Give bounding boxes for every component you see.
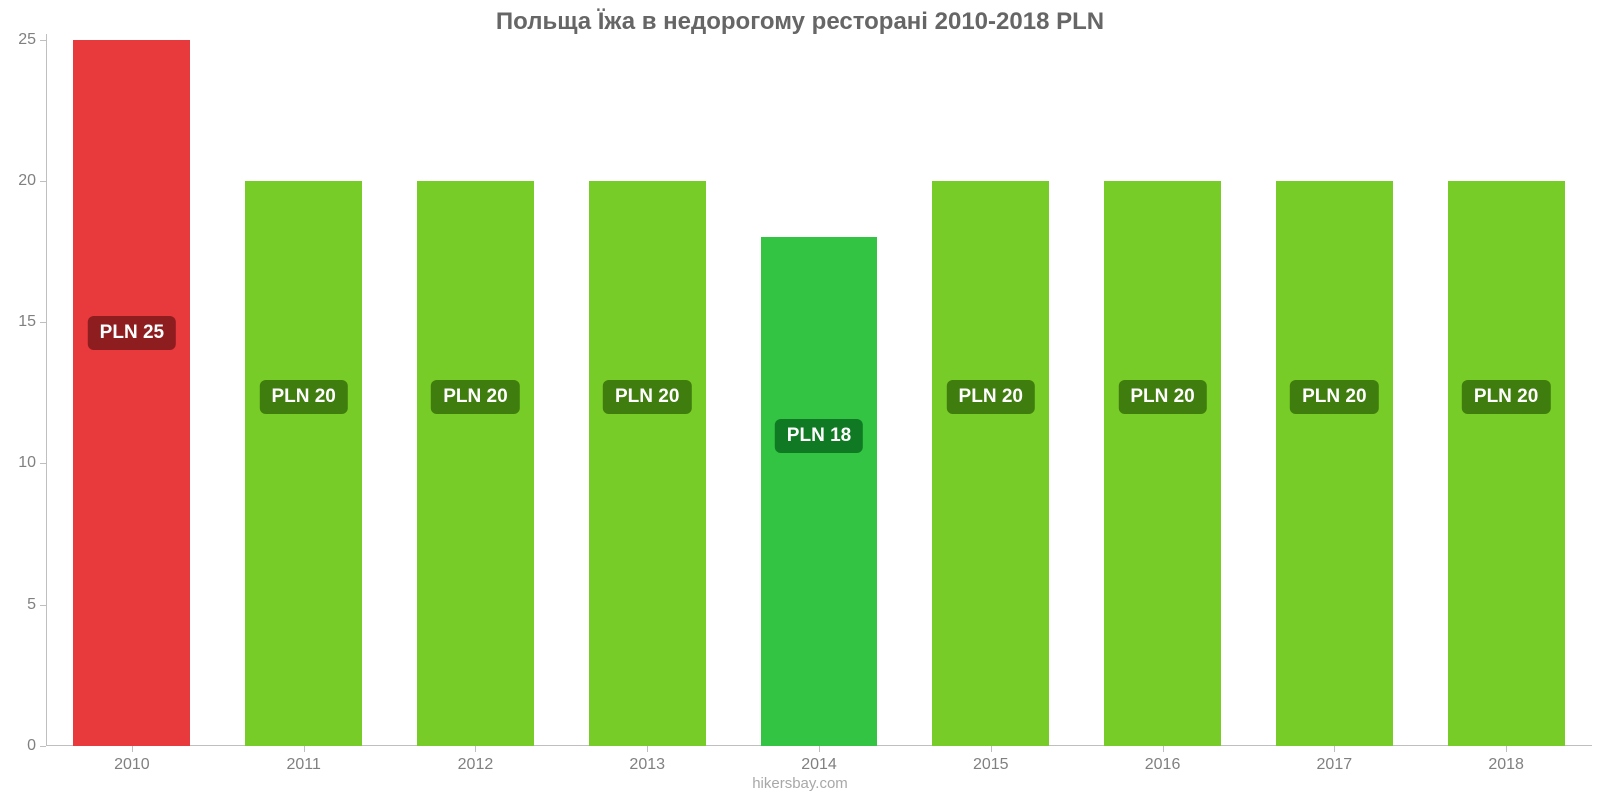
chart-title: Польща Їжа в недорогому ресторані 2010-2… <box>0 8 1600 36</box>
bar <box>589 181 706 746</box>
bar-value-label: PLN 20 <box>259 380 347 414</box>
bar-value-label: PLN 20 <box>431 380 519 414</box>
plot-area: 0510152025201020112012201320142015201620… <box>46 34 1592 746</box>
bar-value-label: PLN 25 <box>88 316 176 350</box>
y-tick-mark <box>40 40 46 41</box>
x-tick-mark <box>1163 746 1164 752</box>
bar <box>1104 181 1221 746</box>
bar-value-label: PLN 20 <box>1290 380 1378 414</box>
bar <box>245 181 362 746</box>
bar <box>1448 181 1565 746</box>
chart-container: Польща Їжа в недорогому ресторані 2010-2… <box>0 0 1600 800</box>
x-tick-mark <box>991 746 992 752</box>
y-tick-mark <box>40 322 46 323</box>
x-tick-mark <box>132 746 133 752</box>
bar-value-label: PLN 18 <box>775 419 863 453</box>
x-tick-mark <box>1506 746 1507 752</box>
bar-value-label: PLN 20 <box>1462 380 1550 414</box>
y-tick-mark <box>40 746 46 747</box>
bar <box>417 181 534 746</box>
bar <box>932 181 1049 746</box>
bar-value-label: PLN 20 <box>603 380 691 414</box>
bar-value-label: PLN 20 <box>947 380 1035 414</box>
x-tick-mark <box>819 746 820 752</box>
chart-credit: hikersbay.com <box>0 775 1600 792</box>
bar <box>1276 181 1393 746</box>
y-axis-line <box>46 34 47 746</box>
x-tick-mark <box>647 746 648 752</box>
bar <box>761 237 878 746</box>
x-tick-mark <box>304 746 305 752</box>
y-tick-mark <box>40 181 46 182</box>
bar <box>73 40 190 746</box>
x-tick-mark <box>1334 746 1335 752</box>
y-tick-mark <box>40 463 46 464</box>
x-tick-mark <box>475 746 476 752</box>
y-tick-mark <box>40 605 46 606</box>
bar-value-label: PLN 20 <box>1118 380 1206 414</box>
